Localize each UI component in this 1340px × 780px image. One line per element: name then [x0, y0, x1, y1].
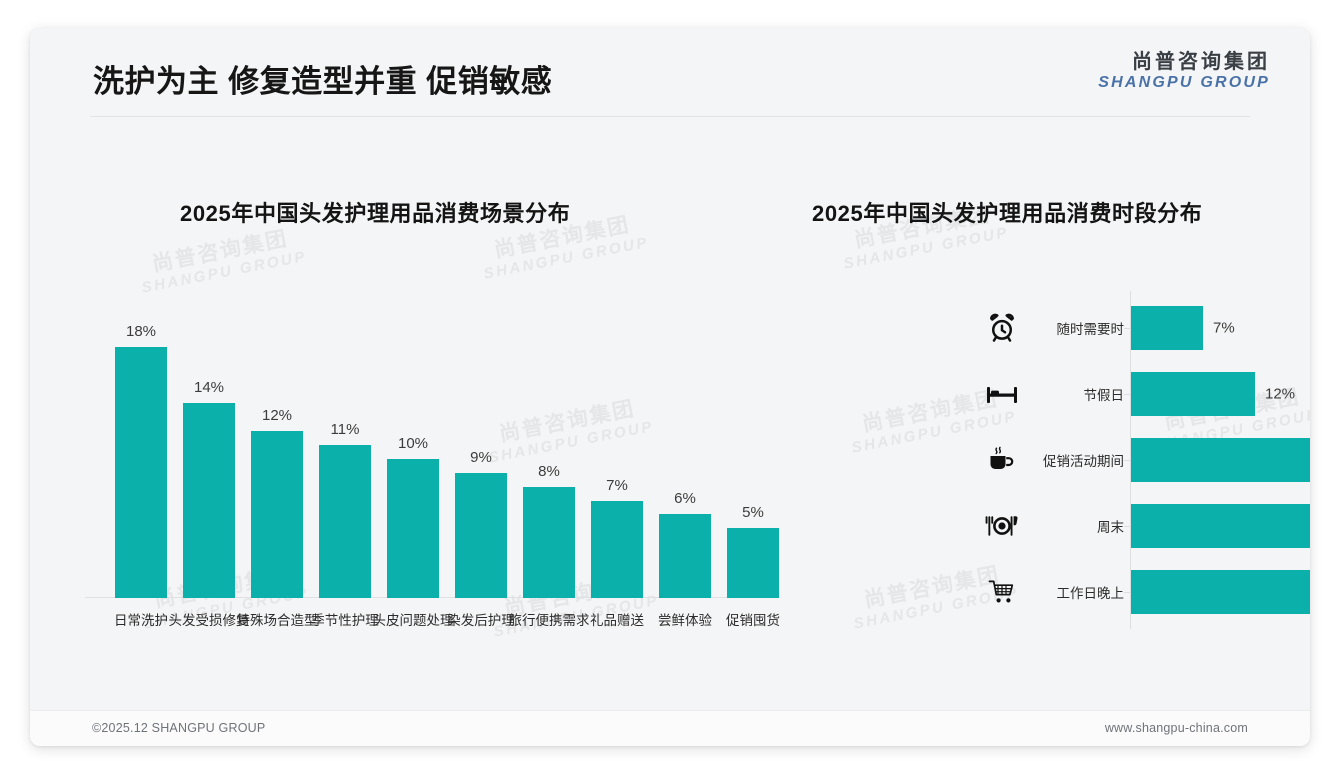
bar[interactable]: [1131, 306, 1203, 350]
bar-value-label: 8%: [538, 463, 560, 480]
bar-value-label: 18%: [125, 323, 157, 340]
bar[interactable]: [1131, 570, 1310, 614]
bar[interactable]: [727, 528, 779, 598]
bar-column: 12% 特殊场合造型: [237, 278, 318, 628]
bar-category-label: 头皮问题处理: [372, 613, 454, 628]
vertical-bar-plot: 18% 日常洗护 14% 头发受损修复 12% 特殊场合造型 11% 季节性护理 10% 头皮问题…: [85, 278, 780, 628]
slide-header: 洗护为主 修复造型并重 促销敏感 尚普咨询集团 SHANGPU GROUP: [30, 28, 1310, 118]
page-title: 洗护为主 修复造型并重 促销敏感: [93, 64, 553, 99]
bar-category-label: 旅行便携需求: [508, 613, 590, 628]
timeslot-row: 节假日 12%: [770, 361, 1295, 427]
bar[interactable]: [455, 473, 507, 598]
bar-category-label: 工作日晚上: [1056, 586, 1125, 601]
bar-column: 8% 旅行便携需求: [509, 278, 590, 628]
axis-tick: [1124, 394, 1131, 395]
bar-value-label: 10%: [397, 435, 429, 452]
slide-footer: ©2025.12 SHANGPU GROUP www.shangpu-china…: [30, 710, 1310, 746]
website-link[interactable]: www.shangpu-china.com: [1104, 721, 1248, 735]
shopping-cart-icon: [985, 575, 1019, 609]
timeslot-row: 促销活动期间22%: [770, 427, 1310, 493]
bar-value-label: 14%: [193, 379, 225, 396]
bar-value-label: 9%: [470, 449, 492, 466]
bar[interactable]: [319, 445, 371, 598]
bar[interactable]: [183, 403, 235, 598]
slide-card: 尚普咨询集团 SHANGPU GROUP 尚普咨询集团 SHANGPU GROU…: [30, 28, 1310, 746]
alarm-clock-icon: [985, 311, 1019, 345]
chart-panel-consumption-scenario: 2025年中国头发护理用品消费场景分布 18% 日常洗护 14% 头发受损修复 12% 特…: [70, 168, 780, 638]
bar-category-label: 头发受损修复: [168, 613, 250, 628]
bar-value-label: 5%: [742, 504, 764, 521]
bar[interactable]: [659, 514, 711, 598]
bar-column: 5% 促销囤货: [715, 278, 791, 628]
bar-category-label: 随时需要时: [1056, 322, 1125, 337]
bar-value-label: 7%: [1213, 319, 1235, 337]
bar[interactable]: [591, 501, 643, 598]
bar[interactable]: [1131, 372, 1255, 416]
bar[interactable]: [1131, 504, 1310, 548]
copyright-text: ©2025.12 SHANGPU GROUP: [92, 721, 266, 735]
bar-column: 18% 日常洗护: [103, 278, 179, 628]
bar-category-label: 特殊场合造型: [236, 613, 318, 628]
bar-category-label: 周末: [1097, 520, 1124, 535]
bar-column: 9% 染发后护理: [443, 278, 519, 628]
axis-tick: [1124, 460, 1131, 461]
bar-column: 10% 头皮问题处理: [373, 278, 454, 628]
timeslot-row: 周末28%: [770, 493, 1310, 559]
bar-category-label: 节假日: [1083, 388, 1125, 403]
brand-name-en: SHANGPU GROUP: [1098, 74, 1270, 91]
axis-tick: [1124, 526, 1131, 527]
bar-category-label: 尝鲜体验: [658, 613, 712, 628]
chart-panel-consumption-timeslot: 2025年中国头发护理用品消费时段分布 随时需要时 7% 节假日 12% 促销活动期间2…: [770, 168, 1310, 638]
bar-category-label: 季节性护理: [311, 613, 379, 628]
horizontal-bar-plot: 随时需要时 7% 节假日 12% 促销活动期间22%周末28%工作日晚上31%: [770, 283, 1310, 638]
bar-category-label: 染发后护理: [447, 613, 515, 628]
chart-title-consumption-scenario: 2025年中国头发护理用品消费场景分布: [180, 201, 571, 226]
bar-column: 11% 季节性护理: [307, 278, 383, 628]
bar[interactable]: [523, 487, 575, 598]
timeslot-row: 工作日晚上31%: [770, 559, 1310, 625]
brand-logo: 尚普咨询集团 SHANGPU GROUP: [1098, 51, 1270, 92]
bar-value-label: 12%: [1265, 385, 1296, 403]
axis-tick: [1124, 328, 1131, 329]
bar-category-label: 促销活动期间: [1043, 454, 1124, 469]
bar-value-label: 11%: [330, 421, 360, 438]
header-divider: [90, 116, 1250, 117]
chart-title-consumption-timeslot: 2025年中国头发护理用品消费时段分布: [812, 201, 1203, 226]
coffee-cup-icon: [985, 443, 1019, 477]
bar[interactable]: [1131, 438, 1310, 482]
bar-column: 7% 礼品赠送: [579, 278, 655, 628]
bar-category-label: 礼品赠送: [590, 613, 644, 628]
brand-name-cn: 尚普咨询集团: [1132, 51, 1270, 73]
bar-value-label: 12%: [261, 407, 293, 424]
bar-column: 6% 尝鲜体验: [647, 278, 723, 628]
cutlery-icon: [985, 509, 1019, 543]
bed-icon: [985, 377, 1019, 411]
bar-value-label: 6%: [674, 490, 696, 507]
bar-category-label: 日常洗护: [114, 613, 168, 628]
bar[interactable]: [387, 459, 439, 598]
bar[interactable]: [251, 431, 303, 598]
bar-value-label: 7%: [606, 477, 628, 494]
bar-category-label: 促销囤货: [726, 613, 780, 628]
axis-tick: [1124, 592, 1131, 593]
bar-column: 14% 头发受损修复: [169, 278, 250, 628]
timeslot-row: 随时需要时 7%: [770, 295, 1290, 361]
bar[interactable]: [115, 347, 167, 598]
